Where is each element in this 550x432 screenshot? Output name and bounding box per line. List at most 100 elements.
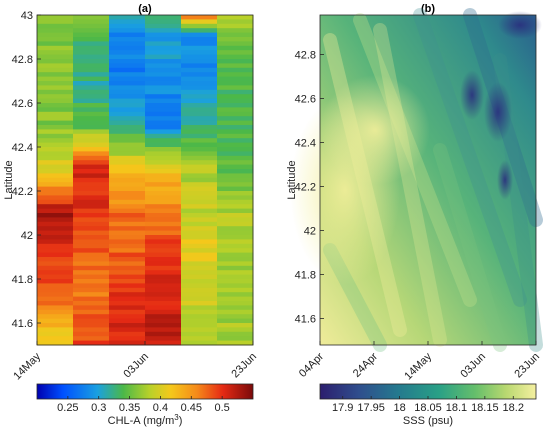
- heatmap-cell: [37, 116, 74, 122]
- x-tick-label: 23Jun: [229, 351, 259, 381]
- y-tick-label: 41.8: [12, 274, 33, 286]
- heatmap-cell: [73, 107, 110, 113]
- x-tick-label: 14May: [402, 350, 434, 382]
- heatmap-cell: [37, 147, 74, 152]
- sss-heatmap: [290, 8, 543, 352]
- heatmap-cell: [181, 111, 218, 117]
- heatmap-cell: [37, 15, 74, 20]
- panel-b-y-ticks: 41.6 41.8 42 42.2 42.4 42.6 42.8: [295, 50, 324, 326]
- colorbar-a-label: CHL-A (mg/m3): [108, 413, 183, 427]
- heatmap-cell: [217, 186, 254, 192]
- colorbar-tick-label: 0.25: [57, 402, 78, 414]
- heatmap-cell: [73, 129, 110, 135]
- heatmap-cell: [217, 191, 254, 196]
- heatmap-cell: [181, 318, 218, 324]
- heatmap-cell: [37, 292, 74, 298]
- heatmap-cell: [109, 191, 146, 196]
- heatmap-cell: [109, 173, 146, 179]
- heatmap-cell: [109, 111, 146, 117]
- heatmap-cell: [181, 32, 218, 38]
- heatmap-cell: [181, 287, 218, 293]
- colorbar-tick-label: 18.15: [471, 402, 499, 414]
- heatmap-cell: [181, 336, 218, 342]
- heatmap-cell: [37, 230, 74, 236]
- colorbar-b-ticks: 17.9 17.95 18 18.05 18.1 18.15 18.2: [332, 396, 524, 414]
- heatmap-cell: [145, 107, 182, 113]
- heatmap-cell: [181, 323, 218, 328]
- heatmap-cell: [145, 283, 182, 289]
- heatmap-cell: [37, 336, 74, 342]
- heatmap-cell: [109, 94, 146, 100]
- heatmap-cell: [73, 23, 110, 29]
- heatmap-cell: [109, 261, 146, 267]
- heatmap-cell: [145, 98, 182, 104]
- heatmap-cell: [181, 173, 218, 179]
- heatmap-cell: [73, 142, 110, 148]
- heatmap-cell: [109, 270, 146, 276]
- colorbar-b-label: SSS (psu): [403, 415, 453, 427]
- heatmap-cell: [217, 138, 254, 144]
- heatmap-cell: [217, 226, 254, 232]
- heatmap-cell: [109, 89, 146, 95]
- heatmap-cell: [109, 160, 146, 166]
- sss-feature: [320, 75, 430, 185]
- heatmap-cell: [181, 125, 218, 130]
- heatmap-cell: [217, 243, 254, 249]
- heatmap-cell: [37, 151, 74, 157]
- heatmap-cell: [217, 85, 254, 91]
- heatmap-cell: [37, 19, 74, 25]
- heatmap-cell: [109, 217, 146, 223]
- heatmap-cell: [145, 103, 182, 108]
- heatmap-cell: [37, 331, 74, 337]
- heatmap-cell: [37, 155, 74, 161]
- heatmap-cell: [109, 15, 146, 20]
- heatmap-cell: [145, 257, 182, 262]
- heatmap-cell: [181, 301, 218, 306]
- colorbar-a-label-text: CHL-A (mg/m: [108, 415, 175, 427]
- heatmap-cell: [181, 296, 218, 302]
- heatmap-cell: [181, 23, 218, 29]
- heatmap-cell: [145, 213, 182, 218]
- heatmap-cell: [181, 327, 218, 333]
- heatmap-cell: [73, 305, 110, 311]
- heatmap-cell: [145, 111, 182, 117]
- colorbar-tick-label: 0.3: [91, 402, 106, 414]
- heatmap-cell: [73, 76, 110, 82]
- heatmap-cell: [73, 239, 110, 245]
- heatmap-cell: [37, 94, 74, 100]
- heatmap-cell: [37, 81, 74, 86]
- heatmap-cell: [145, 274, 182, 280]
- y-tick-label: 41.6: [295, 314, 316, 326]
- heatmap-cell: [145, 248, 182, 254]
- heatmap-cell: [37, 195, 74, 201]
- heatmap-cell: [37, 182, 74, 188]
- heatmap-cell: [37, 89, 74, 95]
- heatmap-cell: [145, 72, 182, 78]
- heatmap-cell: [37, 270, 74, 276]
- heatmap-cell: [37, 173, 74, 179]
- heatmap-cell: [181, 274, 218, 280]
- heatmap-cell: [181, 217, 218, 223]
- heatmap-cell: [217, 23, 254, 29]
- heatmap-cell: [217, 50, 254, 56]
- heatmap-cell: [145, 85, 182, 91]
- heatmap-cell: [181, 213, 218, 218]
- heatmap-cell: [181, 116, 218, 122]
- heatmap-cell: [181, 41, 218, 47]
- heatmap-cell: [109, 230, 146, 236]
- heatmap-cell: [217, 261, 254, 267]
- heatmap-cell: [73, 283, 110, 289]
- heatmap-cell: [109, 279, 146, 284]
- heatmap-cell: [181, 309, 218, 315]
- heatmap-cell: [181, 221, 218, 227]
- heatmap-cell: [217, 217, 254, 223]
- heatmap-cell: [37, 54, 74, 60]
- y-tick-label: 42.2: [295, 182, 316, 194]
- colorbar-tick-label: 17.95: [357, 402, 385, 414]
- heatmap-cell: [181, 103, 218, 108]
- heatmap-cell: [37, 41, 74, 47]
- heatmap-cell: [217, 107, 254, 113]
- heatmap-cell: [73, 32, 110, 38]
- heatmap-cell: [181, 164, 218, 170]
